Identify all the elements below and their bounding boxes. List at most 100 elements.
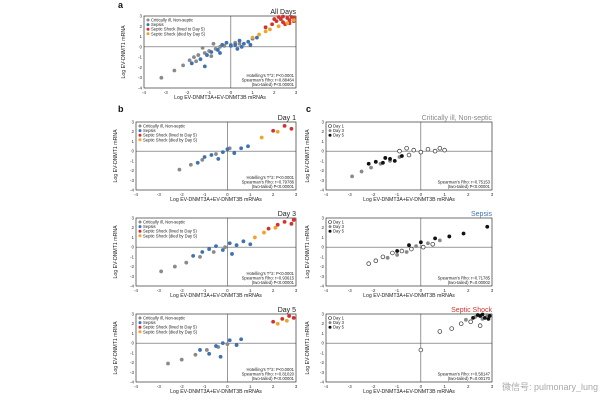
- data-point: [272, 17, 277, 21]
- legend-marker: [328, 220, 332, 224]
- data-point: [239, 337, 244, 342]
- x-tick-label: -1: [203, 288, 207, 293]
- y-tick-label: 0: [321, 149, 324, 154]
- legend-entry: Day 3: [333, 128, 345, 133]
- y-tick-label: -2: [130, 168, 134, 173]
- data-point: [406, 152, 412, 158]
- x-tick-label: -3: [348, 384, 352, 389]
- stat-line: Spearman's Rho: r=0.93615: [242, 275, 295, 280]
- y-tick-label: -2: [320, 360, 324, 365]
- data-point: [234, 343, 239, 347]
- legend-marker: [138, 234, 142, 238]
- stat-line: (two-tailed) P<0.00001: [252, 184, 295, 189]
- data-point: [181, 63, 185, 68]
- data-point: [198, 348, 202, 352]
- stat-line: Spearman's Rho: r=0.71785: [438, 275, 491, 280]
- x-tick-label: -2: [180, 192, 184, 197]
- x-tick-label: 2: [467, 192, 470, 197]
- y-tick-label: 0: [321, 341, 324, 346]
- legend-entry: Day 5: [333, 325, 345, 330]
- x-tick-label: 1: [443, 192, 446, 197]
- data-point: [209, 54, 214, 59]
- data-point: [430, 241, 435, 247]
- x-tick-label: 3: [491, 384, 494, 389]
- panel-label-c: c: [306, 104, 312, 114]
- data-point: [257, 32, 261, 37]
- x-tick-label: -4: [134, 288, 138, 293]
- data-point: [482, 315, 487, 320]
- data-point: [250, 35, 255, 40]
- data-point: [275, 129, 280, 134]
- legend-marker: [138, 133, 142, 137]
- data-point: [234, 243, 239, 248]
- y-tick-label: 2: [139, 24, 142, 29]
- plot-frame: [325, 217, 493, 287]
- legend-entry: Septic Shock (lived to Day 5): [143, 229, 197, 234]
- x-tick-label: -3: [157, 288, 161, 293]
- x-tick-label: 3: [295, 384, 298, 389]
- data-point: [227, 241, 232, 246]
- data-point: [196, 53, 201, 57]
- data-point: [281, 14, 285, 19]
- x-tick-label: 0: [226, 384, 229, 389]
- panel-label-b: b: [118, 104, 124, 114]
- x-tick-label: -3: [164, 90, 168, 95]
- x-tick-label: 2: [272, 192, 275, 197]
- data-point: [248, 242, 253, 247]
- y-tick-label: -3: [130, 178, 134, 183]
- y-tick-label: -4: [320, 188, 324, 193]
- stat-line: (two-tailed) P<0.00001: [252, 280, 295, 285]
- y-axis-label: Log EV-DNMT1 mRNA: [305, 321, 311, 375]
- data-point: [359, 169, 364, 174]
- stat-line: (two-tailed) P<0.00001: [252, 82, 295, 87]
- data-point: [198, 57, 203, 62]
- data-point: [214, 244, 218, 249]
- x-tick-label: 1: [249, 192, 252, 197]
- legend-entry: Critically ill, Non-septic: [143, 124, 185, 129]
- legend-entry: Day 3: [333, 320, 345, 325]
- data-point: [263, 29, 268, 34]
- legend-marker: [138, 225, 142, 229]
- legend-entry: Day 5: [333, 229, 345, 234]
- data-point: [289, 221, 294, 226]
- chart-critically-ill: -4 -3 -2 -1 0 1 2 3 -4 -3 -2 -1 0 1 2 3 Log EV-DNMT3A+EV…: [305, 115, 494, 202]
- data-point: [241, 239, 246, 244]
- data-point: [239, 146, 244, 151]
- data-point: [425, 146, 431, 152]
- x-tick-label: 0: [230, 90, 233, 95]
- x-axis-label: Log EV-DNMT3A+EV-DNMT3B mRNAs: [363, 293, 455, 298]
- y-tick-label: 3: [139, 14, 142, 19]
- x-tick-label: -3: [157, 192, 161, 197]
- y-tick-label: -3: [130, 274, 134, 279]
- stat-line: Spearman's Rho: r=0.58147: [438, 371, 491, 376]
- y-tick-label: -3: [320, 274, 324, 279]
- data-point: [397, 148, 402, 154]
- y-tick-label: -4: [130, 284, 134, 289]
- y-tick-label: -2: [320, 168, 324, 173]
- legend-entry: Septic Shock (died by Day 5): [143, 329, 198, 334]
- plot-frame: [325, 313, 493, 383]
- y-tick-label: 0: [321, 245, 324, 250]
- y-tick-label: 1: [321, 235, 324, 240]
- data-point: [418, 347, 424, 353]
- stat-line: (two-tailed) P<0.00001: [448, 184, 491, 189]
- data-point: [486, 316, 491, 321]
- data-point: [291, 315, 296, 320]
- x-tick-label: -1: [395, 192, 399, 197]
- plot-frame: [135, 313, 297, 383]
- data-point: [366, 261, 371, 266]
- y-tick-label: -4: [138, 86, 142, 91]
- data-point: [246, 39, 251, 44]
- x-tick-label: -3: [157, 384, 161, 389]
- data-point: [227, 338, 232, 343]
- y-axis-label: Log EV-DNMT1 mRNA: [113, 225, 119, 279]
- x-tick-label: -3: [348, 288, 352, 293]
- data-point: [442, 147, 447, 153]
- data-point: [373, 159, 378, 164]
- data-point: [275, 321, 280, 326]
- stat-line: (two-tailed) P=0.00002: [448, 280, 491, 285]
- y-tick-label: -2: [320, 264, 324, 269]
- chart-title: Day 3: [278, 211, 296, 218]
- stat-line: Hotelling's T^2: P<0.0001: [247, 367, 295, 372]
- data-point: [437, 145, 443, 151]
